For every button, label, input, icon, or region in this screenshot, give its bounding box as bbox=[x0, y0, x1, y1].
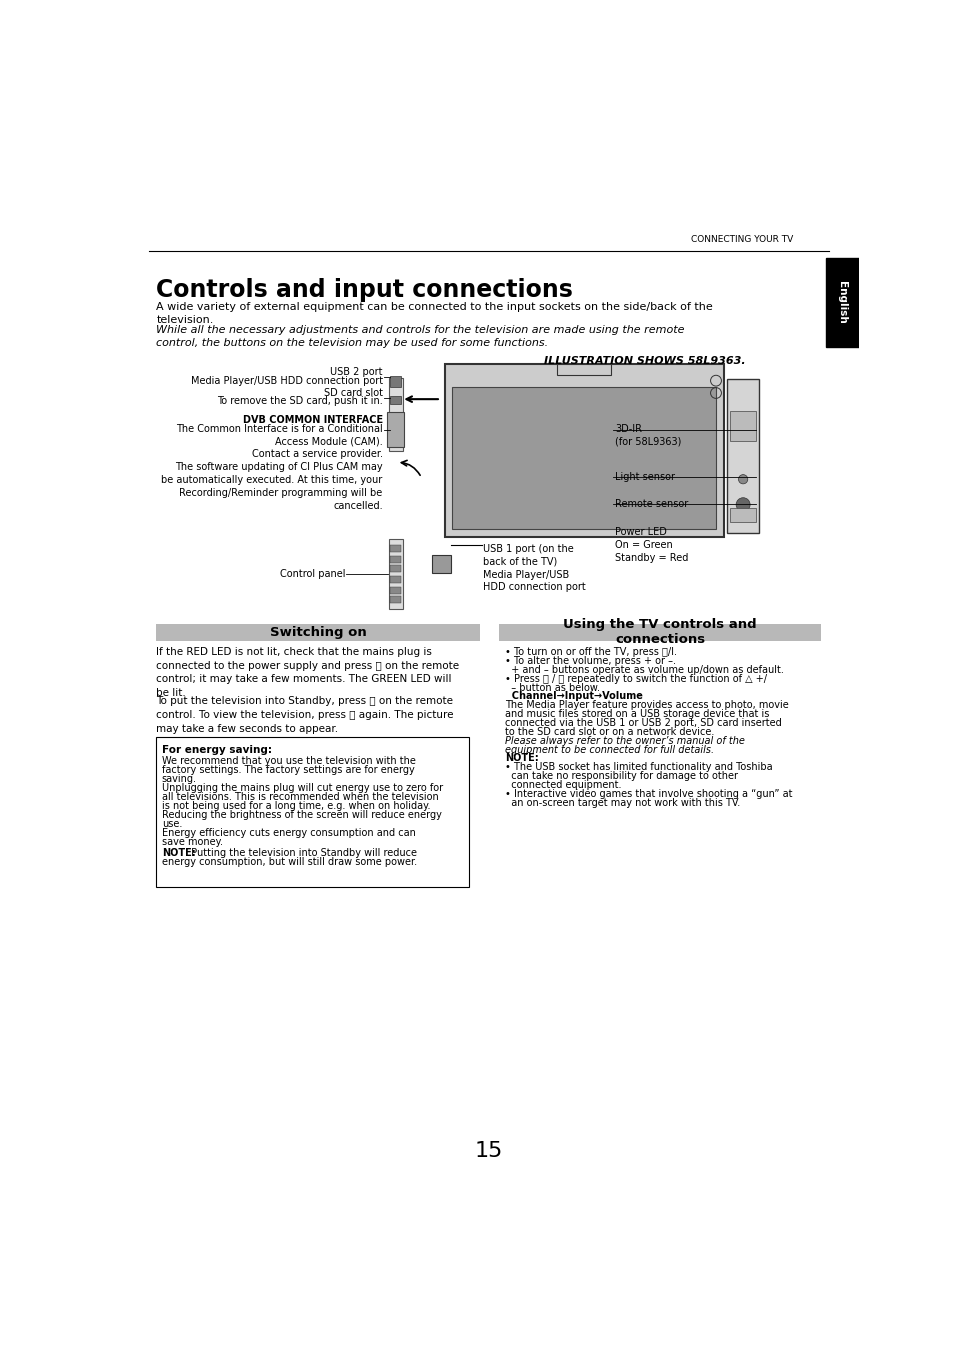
Text: an on-screen target may not work with this TV.: an on-screen target may not work with th… bbox=[505, 798, 740, 807]
Text: Energy efficiency cuts energy consumption and can: Energy efficiency cuts energy consumptio… bbox=[162, 829, 416, 838]
Text: • To alter the volume, press + or –.: • To alter the volume, press + or –. bbox=[505, 656, 676, 666]
Text: The Common Interface is for a Conditional
Access Module (CAM).
Contact a service: The Common Interface is for a Conditiona… bbox=[161, 424, 382, 510]
Bar bbox=[557, 363, 611, 374]
Text: Unplugging the mains plug will cut energy use to zero for: Unplugging the mains plug will cut energ… bbox=[162, 783, 442, 792]
Circle shape bbox=[736, 498, 749, 512]
Text: • Press Ⓑ / ⓢ repeatedly to switch the function of △ +/: • Press Ⓑ / ⓢ repeatedly to switch the f… bbox=[505, 674, 766, 683]
Text: • Interactive video games that involve shooting a “gun” at: • Interactive video games that involve s… bbox=[505, 788, 792, 799]
Text: While all the necessary adjustments and controls for the television are made usi: While all the necessary adjustments and … bbox=[156, 325, 684, 348]
Bar bbox=[390, 576, 401, 583]
Text: A wide variety of external equipment can be connected to the input sockets on th: A wide variety of external equipment can… bbox=[156, 302, 713, 325]
Bar bbox=[452, 387, 716, 529]
Bar bbox=[156, 624, 480, 641]
Text: 15: 15 bbox=[475, 1142, 502, 1161]
Text: Media Player/USB HDD connection port: Media Player/USB HDD connection port bbox=[191, 375, 382, 386]
Text: save money.: save money. bbox=[162, 837, 223, 848]
Bar bbox=[825, 258, 858, 347]
Text: To remove the SD card, push it in.: To remove the SD card, push it in. bbox=[216, 397, 382, 406]
Text: USB 1 port (on the
back of the TV)
Media Player/USB
HDD connection port: USB 1 port (on the back of the TV) Media… bbox=[483, 544, 586, 593]
Bar bbox=[389, 378, 402, 451]
Text: ILLUSTRATION SHOWS 58L9363.: ILLUSTRATION SHOWS 58L9363. bbox=[543, 356, 745, 366]
Text: factory settings. The factory settings are for energy: factory settings. The factory settings a… bbox=[162, 764, 415, 775]
Bar bbox=[390, 396, 401, 404]
Text: Remote sensor: Remote sensor bbox=[615, 500, 688, 509]
Text: • The USB socket has limited functionality and Toshiba: • The USB socket has limited functionali… bbox=[505, 763, 772, 772]
Text: To put the television into Standby, press ⏻ on the remote
control. To view the t: To put the television into Standby, pres… bbox=[156, 697, 454, 733]
Text: NOTE:: NOTE: bbox=[505, 753, 538, 763]
Text: – button as below.: – button as below. bbox=[505, 683, 599, 693]
Text: Putting the television into Standby will reduce: Putting the television into Standby will… bbox=[188, 848, 416, 859]
Bar bbox=[432, 555, 451, 574]
Text: Reducing the brightness of the screen will reduce energy: Reducing the brightness of the screen wi… bbox=[162, 810, 441, 821]
Text: Using the TV controls and
connections: Using the TV controls and connections bbox=[563, 618, 757, 647]
Bar bbox=[390, 566, 401, 572]
Text: is not being used for a long time, e.g. when on holiday.: is not being used for a long time, e.g. … bbox=[162, 801, 430, 811]
Text: SD card slot: SD card slot bbox=[323, 387, 382, 398]
Bar bbox=[390, 377, 401, 387]
Text: 3D-IR
(for 58L9363): 3D-IR (for 58L9363) bbox=[615, 424, 680, 447]
Text: Channel→Input→Volume: Channel→Input→Volume bbox=[505, 691, 642, 702]
Text: DVB COMMON INTERFACE: DVB COMMON INTERFACE bbox=[242, 414, 382, 424]
Text: Please always refer to the owner’s manual of the: Please always refer to the owner’s manua… bbox=[505, 736, 744, 745]
Bar bbox=[156, 737, 468, 887]
Text: can take no responsibility for damage to other: can take no responsibility for damage to… bbox=[505, 771, 738, 782]
Bar bbox=[726, 379, 759, 533]
Bar bbox=[390, 597, 401, 603]
Text: We recommend that you use the television with the: We recommend that you use the television… bbox=[162, 756, 416, 765]
Text: English: English bbox=[837, 281, 846, 324]
Text: equipment to be connected for full details.: equipment to be connected for full detai… bbox=[505, 744, 714, 755]
Text: all televisions. This is recommended when the television: all televisions. This is recommended whe… bbox=[162, 792, 438, 802]
Text: CONNECTING YOUR TV: CONNECTING YOUR TV bbox=[691, 235, 793, 244]
Text: Power LED
On = Green
Standby = Red: Power LED On = Green Standby = Red bbox=[615, 526, 688, 563]
Text: NOTE:: NOTE: bbox=[162, 848, 195, 859]
Text: If the RED LED is not lit, check that the mains plug is
connected to the power s: If the RED LED is not lit, check that th… bbox=[156, 647, 459, 698]
Circle shape bbox=[738, 475, 747, 483]
Text: + and – buttons operate as volume up/down as default.: + and – buttons operate as volume up/dow… bbox=[505, 664, 783, 675]
Text: saving.: saving. bbox=[162, 774, 196, 784]
Text: USB 2 port: USB 2 port bbox=[330, 367, 382, 377]
Bar bbox=[390, 587, 401, 594]
Text: energy consumption, but will still draw some power.: energy consumption, but will still draw … bbox=[162, 857, 416, 867]
Text: For energy saving:: For energy saving: bbox=[162, 745, 272, 755]
Bar bbox=[389, 539, 402, 609]
Text: connected equipment.: connected equipment. bbox=[505, 780, 621, 790]
Bar bbox=[729, 508, 756, 521]
Bar bbox=[387, 412, 404, 447]
Text: Light sensor: Light sensor bbox=[615, 472, 675, 482]
Text: Switching on: Switching on bbox=[270, 626, 366, 639]
Text: to the SD card slot or on a network device.: to the SD card slot or on a network devi… bbox=[505, 726, 714, 737]
Text: use.: use. bbox=[162, 819, 182, 829]
Bar bbox=[444, 363, 723, 537]
Text: and music files stored on a USB storage device that is: and music files stored on a USB storage … bbox=[505, 709, 769, 720]
Bar bbox=[390, 556, 401, 563]
Text: Controls and input connections: Controls and input connections bbox=[156, 278, 573, 301]
Text: • To turn on or off the TV, press ⏻/I.: • To turn on or off the TV, press ⏻/I. bbox=[505, 647, 677, 657]
Text: The Media Player feature provides access to photo, movie: The Media Player feature provides access… bbox=[505, 701, 788, 710]
Text: connected via the USB 1 or USB 2 port, SD card inserted: connected via the USB 1 or USB 2 port, S… bbox=[505, 718, 781, 728]
Text: Control panel: Control panel bbox=[280, 568, 345, 579]
Bar bbox=[729, 412, 756, 440]
Bar bbox=[390, 545, 401, 552]
Bar bbox=[498, 624, 821, 641]
